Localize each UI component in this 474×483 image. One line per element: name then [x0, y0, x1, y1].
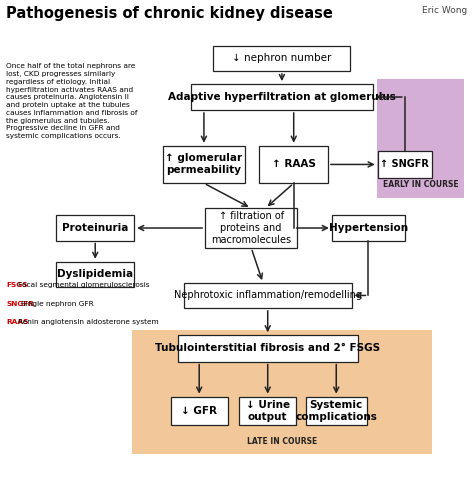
Text: Nephrotoxic inflammation/remodelling: Nephrotoxic inflammation/remodelling: [173, 290, 362, 300]
FancyBboxPatch shape: [377, 79, 465, 198]
FancyBboxPatch shape: [259, 146, 328, 183]
FancyBboxPatch shape: [378, 151, 432, 178]
Text: ↓ Urine
output: ↓ Urine output: [246, 400, 290, 422]
Text: ↑ SNGFR: ↑ SNGFR: [380, 159, 429, 170]
FancyBboxPatch shape: [171, 397, 228, 426]
Text: Tubulointerstitial fibrosis and 2° FSGS: Tubulointerstitial fibrosis and 2° FSGS: [155, 343, 380, 354]
Text: Dyslipidemia: Dyslipidemia: [57, 269, 133, 279]
Text: Single nephron GFR: Single nephron GFR: [21, 301, 94, 307]
Text: Eric Wong: Eric Wong: [422, 6, 468, 15]
Text: ↓ GFR: ↓ GFR: [181, 406, 217, 416]
FancyBboxPatch shape: [332, 215, 405, 241]
FancyBboxPatch shape: [178, 335, 357, 362]
FancyBboxPatch shape: [205, 208, 297, 248]
Text: ↑ glomerular
permeability: ↑ glomerular permeability: [165, 154, 243, 175]
FancyBboxPatch shape: [306, 397, 367, 426]
Text: EARLY IN COURSE: EARLY IN COURSE: [383, 181, 458, 189]
Text: Systemic
complications: Systemic complications: [295, 400, 377, 422]
FancyBboxPatch shape: [56, 215, 134, 241]
FancyBboxPatch shape: [163, 146, 245, 183]
Text: ↑ RAAS: ↑ RAAS: [272, 159, 316, 170]
Text: ↑ filtration of
proteins and
macromolecules: ↑ filtration of proteins and macromolecu…: [211, 211, 291, 245]
FancyBboxPatch shape: [239, 397, 296, 426]
Text: Hypertension: Hypertension: [329, 223, 408, 233]
Text: SNGFR: SNGFR: [6, 301, 35, 307]
Text: Once half of the total nephrons are
lost, CKD progresses similarly
regardless of: Once half of the total nephrons are lost…: [6, 63, 138, 139]
Text: Focal segmental glomerulosclerosis: Focal segmental glomerulosclerosis: [18, 283, 150, 288]
Text: Renin angiotensin aldosterone system: Renin angiotensin aldosterone system: [18, 319, 159, 325]
FancyBboxPatch shape: [132, 330, 432, 455]
Text: RAAS: RAAS: [6, 319, 29, 325]
Text: Pathogenesis of chronic kidney disease: Pathogenesis of chronic kidney disease: [6, 6, 333, 21]
FancyBboxPatch shape: [184, 283, 352, 308]
FancyBboxPatch shape: [56, 262, 134, 287]
Text: LATE IN COURSE: LATE IN COURSE: [247, 437, 317, 446]
Text: ↓ nephron number: ↓ nephron number: [232, 54, 332, 63]
FancyBboxPatch shape: [191, 84, 373, 110]
FancyBboxPatch shape: [213, 46, 350, 71]
Text: FSGS: FSGS: [6, 283, 28, 288]
Text: Adaptive hyperfiltration at glomerulus: Adaptive hyperfiltration at glomerulus: [168, 92, 396, 102]
Text: Proteinuria: Proteinuria: [62, 223, 128, 233]
